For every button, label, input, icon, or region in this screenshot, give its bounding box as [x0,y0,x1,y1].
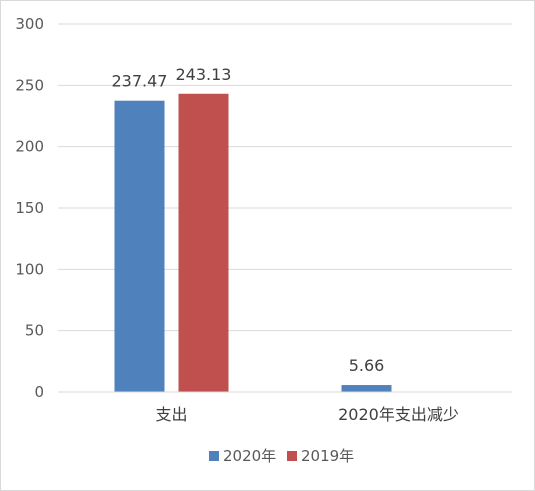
legend-swatch [287,451,297,461]
bar-2020年-2020年支出减少 [341,385,392,392]
bars [114,93,392,393]
bar-2020年-支出 [114,100,165,393]
y-tick-label: 100 [15,260,44,278]
y-tick-label: 150 [15,199,44,217]
y-tick-label: 250 [15,76,44,94]
x-category-label: 2020年支出减少 [338,405,459,424]
y-tick-label: 50 [25,322,44,340]
legend-label: 2019年 [301,447,354,465]
y-tick-label: 200 [15,138,44,156]
x-category-label: 支出 [155,405,187,424]
legend-swatch [209,451,219,461]
y-axis: 0 50 100 150 200 250 300 [15,15,44,401]
x-axis: 支出 2020年支出减少 [58,391,512,424]
y-tick-label: 300 [15,15,44,33]
data-label: 243.13 [176,65,232,84]
data-label: 237.47 [112,72,168,91]
legend: 2020年 2019年 [209,447,354,465]
bar-2019年-支出 [178,93,229,393]
data-labels: 237.47 243.13 5.66 [112,65,385,375]
y-tick-label: 0 [34,383,44,401]
legend-label: 2020年 [223,447,276,465]
data-label: 5.66 [349,356,385,375]
